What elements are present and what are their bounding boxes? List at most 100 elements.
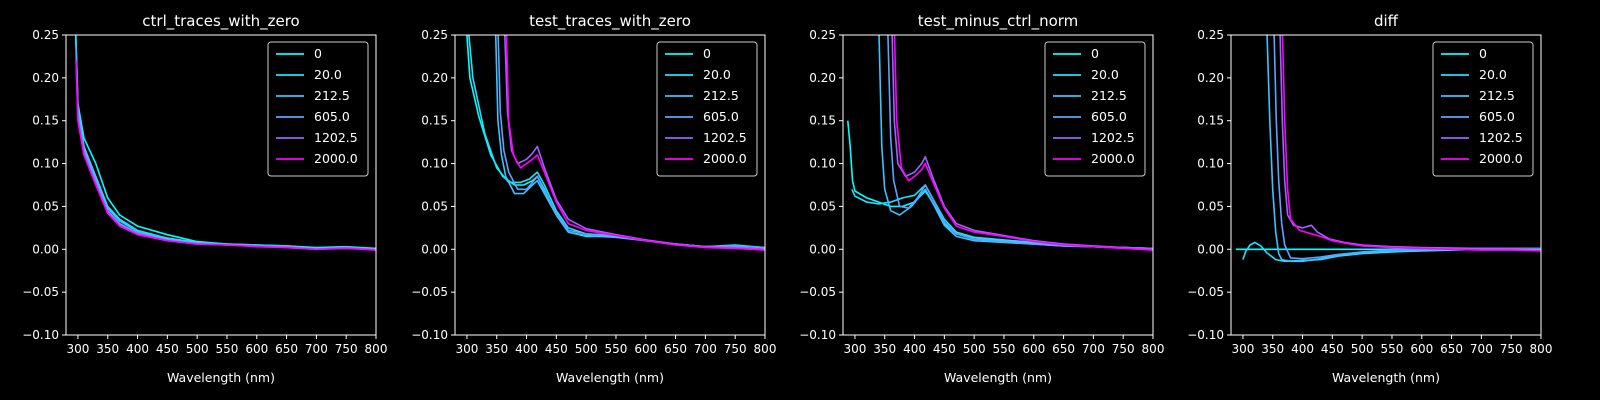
y-tick-label: 0.05 <box>32 199 59 213</box>
y-tick-label: 0.15 <box>421 114 448 128</box>
y-tick-label: −0.10 <box>22 328 59 342</box>
x-axis-label: Wavelength (nm) <box>167 370 275 385</box>
legend-label: 20.0 <box>1091 67 1119 82</box>
x-tick-label: 500 <box>1351 342 1374 356</box>
x-tick-label: 500 <box>575 342 598 356</box>
legend-label: 212.5 <box>314 88 350 103</box>
x-tick-label: 550 <box>993 342 1016 356</box>
series-line-2000.0 <box>893 35 1153 251</box>
legend-label: 1202.5 <box>314 130 358 145</box>
x-tick-label: 750 <box>335 342 358 356</box>
x-tick-label: 700 <box>694 342 717 356</box>
y-tick-label: 0.15 <box>32 114 59 128</box>
x-tick-label: 650 <box>275 342 298 356</box>
series-group <box>74 35 376 251</box>
x-tick-label: 500 <box>963 342 986 356</box>
x-tick-label: 400 <box>1291 342 1314 356</box>
x-tick-label: 450 <box>933 342 956 356</box>
x-tick-label: 650 <box>664 342 687 356</box>
y-tick-label: −0.10 <box>1187 328 1224 342</box>
y-tick-label: 0.00 <box>809 242 836 256</box>
y-tick-label: 0.15 <box>809 114 836 128</box>
x-tick-label: 600 <box>634 342 657 356</box>
y-tick-label: 0.10 <box>1197 157 1224 171</box>
x-tick-label: 550 <box>216 342 239 356</box>
y-tick-label: −0.05 <box>799 285 836 299</box>
legend-label: 20.0 <box>314 67 342 82</box>
series-line-2000.0 <box>75 60 376 251</box>
x-tick-label: 750 <box>724 342 747 356</box>
series-group <box>1235 35 1541 263</box>
x-tick-label: 500 <box>186 342 209 356</box>
chart-panel-3: test_minus_ctrl_norm 300 350 400 450 500 550 60… <box>799 12 1164 385</box>
series-line-605.0 <box>1273 35 1541 260</box>
legend-label: 1202.5 <box>1479 130 1523 145</box>
x-axis-label: Wavelength (nm) <box>1332 370 1440 385</box>
y-tick-label: 0.20 <box>1197 71 1224 85</box>
x-tick-label: 450 <box>545 342 568 356</box>
legend-label: 0 <box>314 46 322 61</box>
x-tick-label: 350 <box>873 342 896 356</box>
x-tick-label: 800 <box>1530 342 1553 356</box>
y-tick-label: 0.05 <box>421 199 448 213</box>
legend: 0 20.0 212.5 605.0 1202.5 2000.0 <box>656 41 758 177</box>
y-tick-label: 0.10 <box>421 157 448 171</box>
legend-label: 605.0 <box>314 109 350 124</box>
legend-label: 1202.5 <box>703 130 747 145</box>
y-tick-label: 0.10 <box>32 157 59 171</box>
legend-label: 1202.5 <box>1091 130 1135 145</box>
chart-panel-1: ctrl_traces_with_zero 300 350 400 450 500 550 6… <box>22 12 387 385</box>
legend-label: 212.5 <box>1091 88 1127 103</box>
x-tick-label: 300 <box>1231 342 1254 356</box>
x-tick-label: 600 <box>245 342 268 356</box>
chart-title: diff <box>1374 12 1399 30</box>
series-line-2000.0 <box>1281 35 1541 252</box>
plot-frame <box>65 34 377 336</box>
y-tick-label: 0.25 <box>32 28 59 42</box>
x-tick-label: 750 <box>1112 342 1135 356</box>
x-tick-label: 650 <box>1052 342 1075 356</box>
x-tick-label: 300 <box>66 342 89 356</box>
series-line-1202.5 <box>1279 35 1541 250</box>
x-tick-label: 700 <box>1470 342 1493 356</box>
x-tick-label: 300 <box>455 342 478 356</box>
y-tick-label: 0.00 <box>421 242 448 256</box>
y-tick-label: 0.20 <box>32 71 59 85</box>
x-tick-label: 450 <box>156 342 179 356</box>
plot-frame <box>1230 34 1542 336</box>
x-tick-label: 600 <box>1022 342 1045 356</box>
x-tick-label: 400 <box>903 342 926 356</box>
x-tick-label: 800 <box>754 342 777 356</box>
y-tick-label: 0.00 <box>1197 242 1224 256</box>
x-tick-label: 350 <box>96 342 119 356</box>
y-tick-label: 0.15 <box>1197 114 1224 128</box>
legend: 0 20.0 212.5 605.0 1202.5 2000.0 <box>1432 41 1534 177</box>
x-tick-label: 750 <box>1500 342 1523 356</box>
legend-label: 20.0 <box>703 67 731 82</box>
y-tick-label: −0.05 <box>411 285 448 299</box>
y-tick-label: 0.20 <box>809 71 836 85</box>
legend-label: 0 <box>703 46 711 61</box>
x-axis-label: Wavelength (nm) <box>556 370 664 385</box>
y-tick-label: −0.05 <box>1187 285 1224 299</box>
x-tick-label: 800 <box>365 342 388 356</box>
x-tick-label: 550 <box>605 342 628 356</box>
y-tick-label: 0.25 <box>809 28 836 42</box>
x-tick-label: 400 <box>126 342 149 356</box>
legend-label: 2000.0 <box>1479 151 1523 166</box>
x-tick-label: 550 <box>1381 342 1404 356</box>
y-tick-label: 0.05 <box>809 199 836 213</box>
legend-label: 605.0 <box>1091 109 1127 124</box>
x-axis-label: Wavelength (nm) <box>944 370 1052 385</box>
legend-label: 20.0 <box>1479 67 1507 82</box>
legend-label: 605.0 <box>1479 109 1515 124</box>
legend-label: 0 <box>1091 46 1099 61</box>
chart-panel-2: test_traces_with_zero 300 350 400 450 500 550 6… <box>411 12 776 385</box>
x-tick-label: 600 <box>1410 342 1433 356</box>
y-tick-label: 0.10 <box>809 157 836 171</box>
x-tick-label: 350 <box>485 342 508 356</box>
legend-label: 212.5 <box>1479 88 1515 103</box>
series-group <box>466 35 765 251</box>
